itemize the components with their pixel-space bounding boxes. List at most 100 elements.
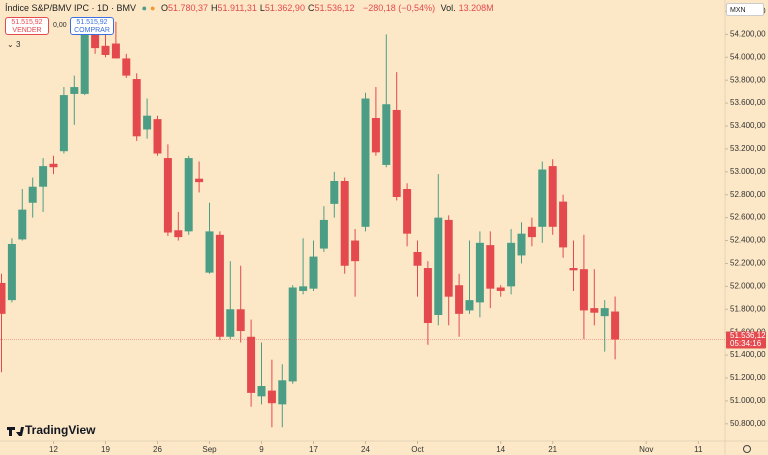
buy-price: 51.515,92 (76, 19, 108, 26)
x-tick-label: 9 (259, 445, 264, 454)
candle-body (215, 234, 224, 337)
indicators-toggle[interactable]: ⌄ 3 (7, 40, 21, 49)
x-tick-label: Oct (411, 445, 424, 454)
candle-body (434, 217, 443, 315)
candle-body (122, 58, 131, 76)
candle-body (309, 256, 318, 289)
candle-body (49, 163, 58, 168)
ohlc: O51.780,37 H51.911,31 L51.362,90 C51.536,12 (161, 3, 358, 13)
y-tick-label: 53.600,00 (730, 98, 766, 107)
candle-body (195, 178, 204, 183)
sell-button[interactable]: 51.515,92 VENDER (5, 17, 49, 35)
candle-body (91, 27, 100, 49)
buy-button[interactable]: 51.515,92 COMPRAR (70, 17, 114, 35)
sell-price: 51.515,92 (11, 19, 43, 26)
candle-body (496, 287, 505, 291)
candle-body (28, 186, 37, 203)
ohlc-key: H (211, 3, 218, 13)
candle-body (101, 45, 110, 55)
candle-body (0, 282, 6, 314)
candle-body (517, 233, 526, 256)
y-tick-label: 52.600,00 (730, 213, 766, 222)
ohlc-value: 51.911,31 (217, 3, 257, 13)
tradingview-logo: TradingView (7, 423, 96, 437)
candle-body (527, 226, 536, 238)
candle-body (299, 286, 308, 291)
status-dot: ● (150, 3, 156, 13)
candle-body (361, 98, 370, 227)
candle-body (611, 311, 620, 340)
x-tick-label: 24 (361, 445, 370, 454)
candle-body (392, 109, 401, 198)
legend: Índice S&P/BMV IPC · 1D · BMV ● ● O51.780… (5, 3, 497, 13)
candle-body (174, 230, 183, 238)
candle-body (226, 309, 235, 337)
candle-body (247, 336, 256, 393)
countdown: 05:34:16 (730, 339, 762, 348)
y-tick-label: 51.400,00 (730, 350, 766, 359)
candle-body (475, 242, 484, 303)
sell-label: VENDER (12, 27, 42, 34)
candle-body (423, 268, 432, 324)
settings-icon[interactable] (743, 445, 751, 453)
candle-body (330, 180, 339, 204)
ohlc-key: L (259, 3, 265, 13)
y-tick-label: 52.400,00 (730, 236, 766, 245)
candle-body (319, 219, 328, 249)
candle-body (340, 180, 349, 266)
candle-body (507, 242, 516, 287)
x-tick-label: Nov (639, 445, 653, 454)
candle-body (548, 166, 557, 227)
y-tick-label: 54.000,00 (730, 52, 766, 61)
ohlc-value: 51.536,12 (314, 3, 355, 13)
candle-body (538, 169, 547, 227)
x-tick-label: 21 (548, 445, 557, 454)
y-tick-label: 50.800,00 (730, 419, 766, 428)
candle-body (455, 285, 464, 314)
x-tick-label: 11 (694, 445, 703, 454)
x-tick-label: 19 (101, 445, 110, 454)
candle-body (403, 189, 412, 234)
candle-body (80, 27, 89, 94)
candle-body (444, 219, 453, 297)
brand: TradingView (25, 423, 96, 437)
status-dot: ● (141, 3, 147, 13)
y-tick-label: 52.800,00 (730, 190, 766, 199)
candle-body (18, 209, 27, 240)
candle-body (236, 309, 245, 332)
x-tick-label: 12 (49, 445, 58, 454)
y-tick-label: 51.800,00 (730, 304, 766, 313)
y-tick-label: 54.200,00 (730, 29, 766, 38)
x-tick-label: Sep (202, 445, 217, 454)
x-tick-label: 26 (153, 445, 162, 454)
candle-body (559, 201, 568, 248)
candle-body (267, 390, 276, 404)
candle-body (163, 158, 172, 233)
last-price-label: 51.536,12 (730, 331, 766, 340)
y-tick-label: 53.800,00 (730, 75, 766, 84)
y-tick-label: 51.200,00 (730, 373, 766, 382)
candle-body (132, 79, 141, 137)
candle-body (59, 95, 68, 152)
currency-selector[interactable]: MXN (726, 3, 764, 16)
candle-body (371, 117, 380, 153)
candle-body (579, 269, 588, 311)
candle-body (257, 386, 266, 397)
candle-body (143, 115, 152, 130)
candle-body (205, 231, 214, 273)
candle-body (413, 252, 422, 266)
candle-body (288, 287, 297, 382)
candle-body (569, 268, 578, 271)
last-price-tag (726, 331, 766, 349)
currency: MXN (730, 7, 746, 14)
x-tick-label: 14 (496, 445, 505, 454)
y-tick-label: 53.400,00 (730, 121, 766, 130)
buy-label: COMPRAR (74, 27, 110, 34)
ohlc-value: 51.780,37 (167, 3, 209, 13)
y-tick-label: 51.000,00 (730, 396, 766, 405)
y-tick-label: 52.000,00 (730, 281, 766, 290)
candle-body (600, 308, 609, 317)
y-tick-label: 52.200,00 (730, 259, 766, 268)
candle-body (278, 380, 287, 405)
